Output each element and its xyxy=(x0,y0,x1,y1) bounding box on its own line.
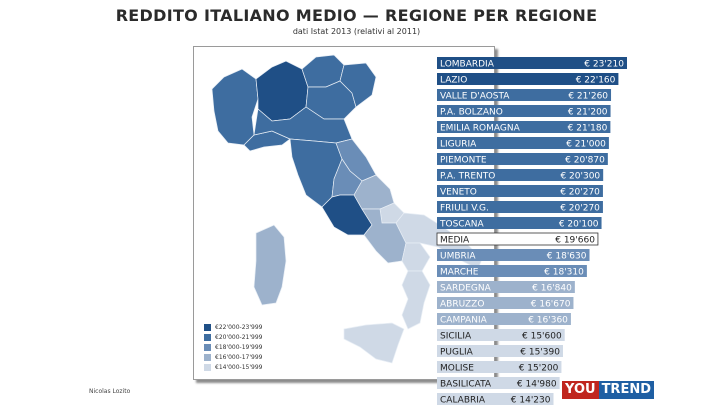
italy-map xyxy=(211,54,483,364)
bar-value-label: € 16'670 xyxy=(531,300,571,310)
bar-value-label: € 20'300 xyxy=(560,172,600,182)
bar-category-label: CAMPANIA xyxy=(440,316,488,326)
legend-swatch xyxy=(204,363,211,371)
bar-media xyxy=(436,232,599,246)
bar-value-label: € 16'840 xyxy=(532,284,572,294)
bar-campania xyxy=(437,313,571,325)
bar-category-label: BASILICATA xyxy=(440,380,492,390)
bar-p-a-trento xyxy=(437,169,604,181)
legend-swatch xyxy=(204,323,211,331)
bar-umbria xyxy=(437,249,590,261)
bar-category-label: SARDEGNA xyxy=(440,284,492,294)
logo-trend: TREND xyxy=(598,381,654,399)
legend-item: €14'000-15'999 xyxy=(204,362,262,372)
bar-category-label: CALABRIA xyxy=(440,396,486,405)
bar-abruzzo xyxy=(437,297,574,309)
logo-you: YOU xyxy=(562,381,599,399)
bar-toscana xyxy=(437,217,602,229)
legend-label: €14'000-15'999 xyxy=(215,363,263,371)
bar-calabria xyxy=(437,393,554,405)
bar-basilicata xyxy=(437,377,560,389)
bar-value-label: € 15'200 xyxy=(519,364,559,374)
bar-value-label: € 15'390 xyxy=(520,348,560,358)
bar-veneto xyxy=(437,185,603,197)
legend-label: €16'000-17'999 xyxy=(215,353,263,361)
bar-value-label: € 18'310 xyxy=(544,268,584,278)
bar-category-label: LIGURIA xyxy=(440,140,477,150)
legend-label: €18'000-19'999 xyxy=(215,343,263,351)
bar-lombardia xyxy=(437,57,627,69)
legend-item: €22'000-23'999 xyxy=(204,322,262,332)
bar-category-label: PIEMONTE xyxy=(440,156,487,166)
region-sardegna xyxy=(253,224,287,306)
bar-emilia-romagna xyxy=(437,121,611,133)
bar-category-label: MARCHE xyxy=(440,268,479,278)
bar-value-label: € 20'870 xyxy=(565,156,605,166)
bar-sardegna xyxy=(437,281,575,293)
bar-category-label: LOMBARDIA xyxy=(440,60,495,70)
legend-swatch xyxy=(204,353,211,361)
region-sicilia xyxy=(343,322,405,364)
bar-category-label: TOSCANA xyxy=(439,220,484,230)
bar-p-a-bolzano xyxy=(437,105,611,117)
bar-value-label: € 23'210 xyxy=(584,60,624,70)
bar-category-label: VENETO xyxy=(440,188,477,198)
bar-value-label: € 20'270 xyxy=(560,204,600,214)
bar-category-label: FRIULI V.G. xyxy=(440,204,489,214)
bar-value-label: € 21'000 xyxy=(566,140,606,150)
bar-category-label: ABRUZZO xyxy=(440,300,484,310)
bar-lazio xyxy=(437,73,619,85)
bar-sicilia xyxy=(437,329,565,341)
map-legend: €22'000-23'999 €20'000-21'999 €18'000-19… xyxy=(204,322,262,372)
legend-label: €22'000-23'999 xyxy=(215,323,263,331)
bar-category-label: P.A. BOLZANO xyxy=(440,108,503,118)
legend-label: €20'000-21'999 xyxy=(215,333,263,341)
bar-category-label: PUGLIA xyxy=(440,348,474,358)
region-friuli xyxy=(339,62,377,108)
bar-value-label: € 20'270 xyxy=(560,188,600,198)
bar-molise xyxy=(437,361,562,373)
bar-category-label: VALLE D'AOSTA xyxy=(440,92,510,102)
region-piemonte-valle-aosta xyxy=(211,68,259,146)
bar-value-label: € 14'230 xyxy=(511,396,551,405)
bar-value-label: € 22'160 xyxy=(576,76,616,86)
bar-piemonte xyxy=(437,153,608,165)
legend-item: €16'000-17'999 xyxy=(204,352,262,362)
italy-map-panel: €22'000-23'999 €20'000-21'999 €18'000-19… xyxy=(193,46,495,380)
bar-category-label: MOLISE xyxy=(440,364,474,374)
bar-value-label: € 15'600 xyxy=(522,332,562,342)
bar-value-label: € 21'200 xyxy=(568,108,608,118)
bar-value-label: € 21'260 xyxy=(568,92,608,102)
bar-value-label: € 19'660 xyxy=(555,236,595,246)
bar-category-label: UMBRIA xyxy=(440,252,476,262)
chart-title: REDDITO ITALIANO MEDIO — REGIONE PER REG… xyxy=(115,6,598,25)
bar-friuli-v-g- xyxy=(437,201,603,213)
bar-liguria xyxy=(437,137,609,149)
bar-category-label: SICILIA xyxy=(440,332,472,342)
youtrend-logo: YOU TREND xyxy=(562,381,654,399)
legend-item: €18'000-19'999 xyxy=(204,342,262,352)
region-calabria xyxy=(401,270,431,330)
bar-category-label: EMILIA ROMAGNA xyxy=(440,124,521,134)
bar-value-label: € 21'180 xyxy=(568,124,608,134)
bar-value-label: € 16'360 xyxy=(528,316,568,326)
bar-puglia xyxy=(437,345,563,357)
bar-category-label: MEDIA xyxy=(440,236,470,246)
bar-valle-d-aosta xyxy=(437,89,612,101)
bar-category-label: P.A. TRENTO xyxy=(440,172,495,182)
bar-value-label: € 18'630 xyxy=(547,252,587,262)
legend-swatch xyxy=(204,333,211,341)
author-credit: Nicolas Lozito xyxy=(89,388,131,395)
legend-swatch xyxy=(204,343,211,351)
bar-value-label: € 20'100 xyxy=(559,220,599,230)
bar-value-label: € 14'980 xyxy=(517,380,557,390)
chart-subtitle: dati Istat 2013 (relativi al 2011) xyxy=(292,27,421,36)
bar-marche xyxy=(437,265,587,277)
legend-item: €20'000-21'999 xyxy=(204,332,262,342)
bar-category-label: LAZIO xyxy=(440,76,467,86)
